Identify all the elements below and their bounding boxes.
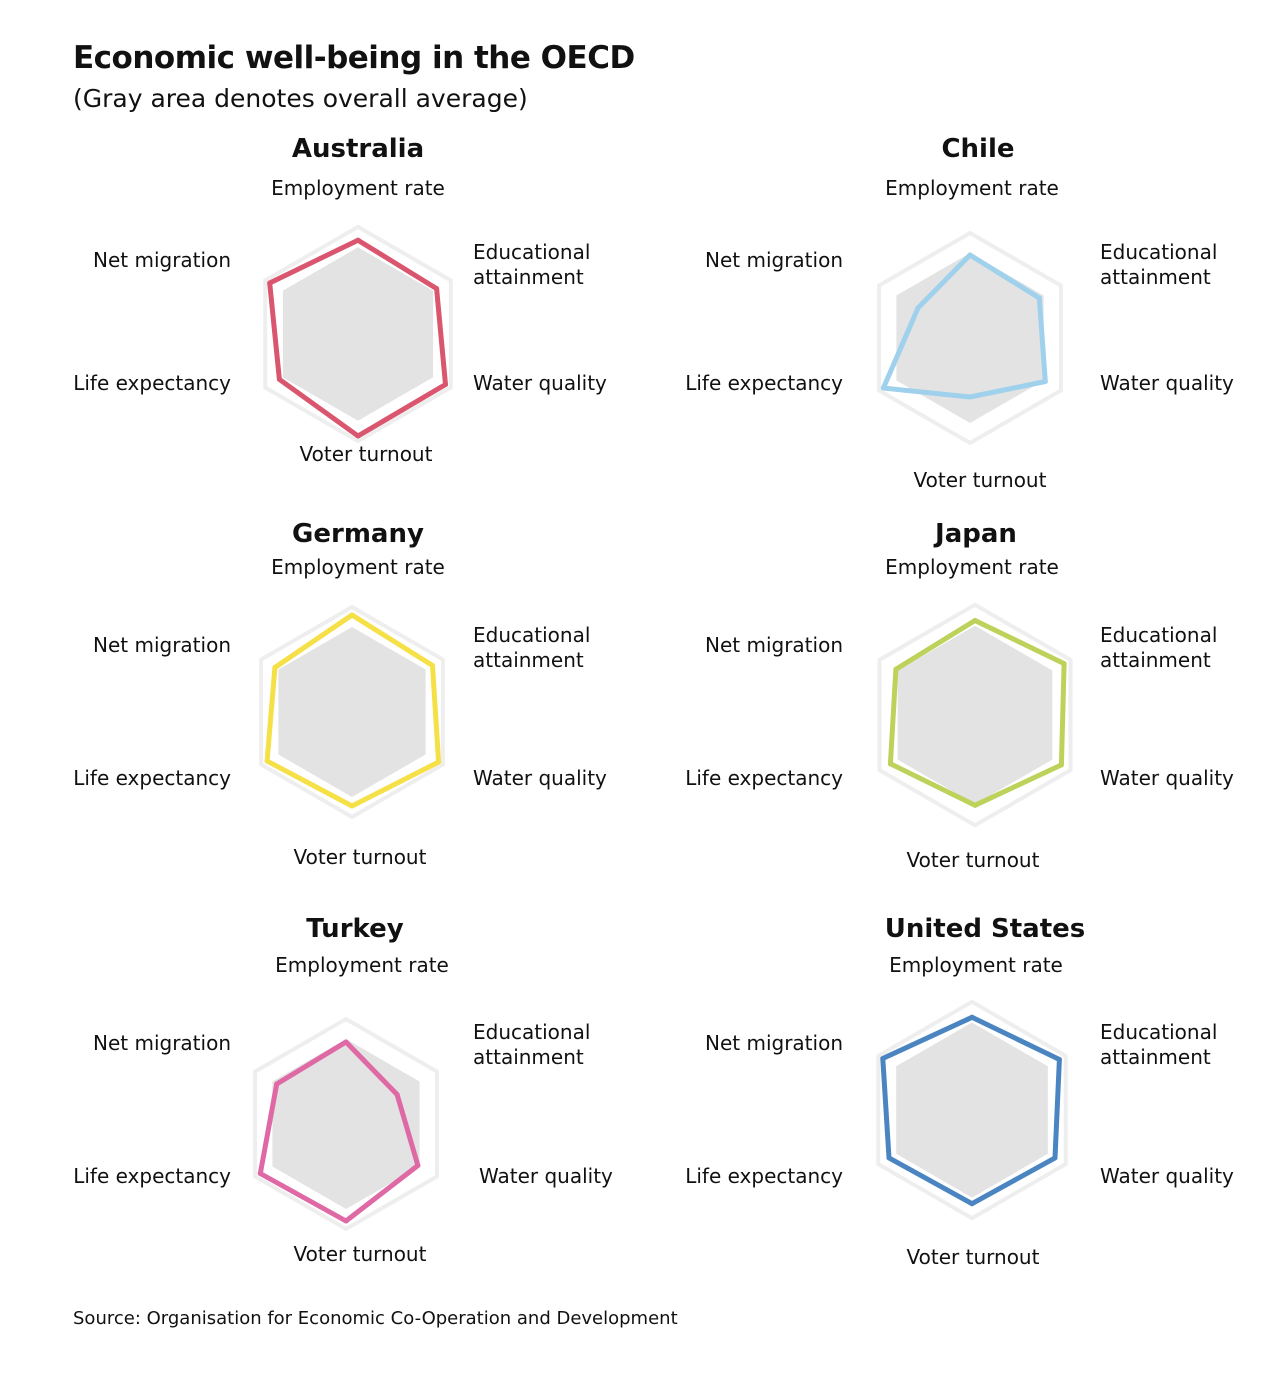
axis-label-educational-attainment: Educational attainment — [473, 623, 591, 672]
axis-label-net-migration: Net migration — [705, 1031, 843, 1055]
axis-label-net-migration: Net migration — [705, 633, 843, 657]
series-point — [355, 433, 361, 439]
series-point — [972, 618, 978, 623]
axis-label-water-quality: Water quality — [1100, 371, 1234, 395]
radar-chart-chile — [877, 230, 1063, 446]
radar-frame — [263, 224, 453, 444]
series-point — [274, 1081, 280, 1087]
series-point — [264, 758, 270, 764]
axis-label-employment-rate: Employment rate — [271, 555, 445, 579]
series-point — [1036, 295, 1042, 301]
series-point — [967, 394, 973, 400]
series-point — [880, 1056, 886, 1061]
radar-chart-australia — [263, 224, 453, 444]
series-point — [434, 286, 440, 292]
axis-label-educational-attainment: Educational attainment — [1100, 240, 1218, 289]
series-point — [343, 1039, 349, 1045]
series-point — [967, 252, 973, 258]
radar-frame — [253, 1016, 439, 1232]
series-point — [430, 663, 435, 668]
axis-label-educational-attainment: Educational attainment — [1100, 623, 1218, 672]
axis-label-employment-rate: Employment rate — [889, 953, 1063, 977]
axis-label-water-quality: Water quality — [1100, 766, 1234, 790]
axis-label-employment-rate: Employment rate — [885, 555, 1059, 579]
series-point — [972, 802, 978, 808]
country-title: Turkey — [306, 914, 404, 944]
series-point — [443, 382, 448, 387]
radar-frame — [877, 602, 1073, 828]
average-area — [278, 627, 426, 797]
axis-label-life-expectancy: Life expectancy — [73, 371, 231, 395]
series-point — [969, 1014, 975, 1020]
series-point — [1042, 379, 1048, 384]
series-point — [915, 305, 921, 311]
axis-label-voter-turnout: Voter turnout — [293, 1242, 427, 1266]
axis-label-employment-rate: Employment rate — [275, 953, 449, 977]
axis-label-voter-turnout: Voter turnout — [299, 442, 433, 466]
series-point — [276, 376, 282, 382]
axis-label-life-expectancy: Life expectancy — [73, 1164, 231, 1188]
series-point — [272, 665, 278, 670]
axis-label-life-expectancy: Life expectancy — [685, 371, 843, 395]
series-point — [355, 237, 361, 243]
radar-frame — [877, 230, 1063, 446]
country-title: Australia — [291, 134, 425, 164]
country-title: Japan — [935, 519, 1017, 549]
axis-label-net-migration: Net migration — [93, 633, 231, 657]
page-subtitle: (Gray area denotes overall average) — [73, 84, 528, 113]
axis-label-life-expectancy: Life expectancy — [73, 766, 231, 790]
axis-label-net-migration: Net migration — [93, 1031, 231, 1055]
axis-label-educational-attainment: Educational attainment — [473, 1020, 591, 1069]
axis-label-life-expectancy: Life expectancy — [685, 766, 843, 790]
axis-label-voter-turnout: Voter turnout — [906, 1245, 1040, 1269]
source-note: Source: Organisation for Economic Co-Ope… — [73, 1308, 678, 1329]
axis-label-voter-turnout: Voter turnout — [293, 845, 427, 869]
series-point — [349, 803, 355, 809]
average-area — [896, 1022, 1048, 1198]
series-point — [969, 1201, 975, 1207]
axis-label-net-migration: Net migration — [705, 248, 843, 272]
axis-label-water-quality: Water quality — [473, 371, 607, 395]
series-point — [349, 612, 355, 618]
axis-label-educational-attainment: Educational attainment — [473, 240, 591, 289]
series-point — [415, 1163, 421, 1168]
radar-chart-germany — [259, 604, 445, 820]
axis-label-net-migration: Net migration — [93, 248, 231, 272]
axis-label-life-expectancy: Life expectancy — [685, 1164, 843, 1188]
series-point — [1056, 1057, 1062, 1062]
series-point — [1058, 762, 1064, 768]
series-point — [1052, 1155, 1058, 1161]
series-point — [886, 1155, 892, 1161]
average-area — [897, 625, 1053, 805]
axis-label-water-quality: Water quality — [479, 1164, 613, 1188]
radar-chart-turkey — [253, 1016, 439, 1232]
page-title: Economic well-being in the OECD — [73, 40, 635, 76]
axis-label-voter-turnout: Voter turnout — [913, 468, 1047, 492]
axis-label-water-quality: Water quality — [473, 766, 607, 790]
axis-label-employment-rate: Employment rate — [885, 176, 1059, 200]
radar-frame — [876, 999, 1068, 1221]
series-point — [893, 666, 899, 672]
average-area — [282, 247, 434, 421]
axis-label-water-quality: Water quality — [1100, 1164, 1234, 1188]
radar-chart-japan — [877, 602, 1073, 828]
axis-label-employment-rate: Employment rate — [271, 176, 445, 200]
series-point — [343, 1218, 349, 1224]
series-point — [436, 759, 442, 765]
axis-label-voter-turnout: Voter turnout — [906, 848, 1040, 872]
country-title: Chile — [941, 134, 1015, 164]
series-point — [257, 1171, 263, 1176]
country-title: Germany — [292, 519, 424, 549]
country-title: United States — [884, 914, 1086, 944]
axis-label-educational-attainment: Educational attainment — [1100, 1020, 1218, 1069]
series-point — [1061, 661, 1067, 667]
series-point — [394, 1092, 400, 1097]
series-point — [880, 385, 886, 391]
series-point — [887, 761, 893, 767]
radar-frame — [259, 604, 445, 820]
radar-chart-united-states — [876, 999, 1068, 1221]
series-point — [267, 280, 273, 286]
